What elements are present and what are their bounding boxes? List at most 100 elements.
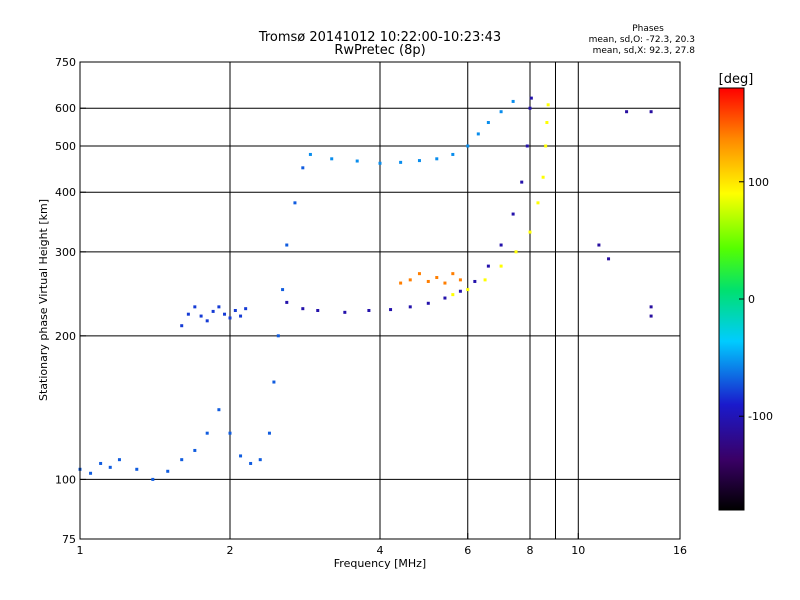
echo-point xyxy=(545,121,549,125)
x-tick-label: 8 xyxy=(527,544,534,557)
echo-point xyxy=(217,305,221,309)
echo-point xyxy=(417,272,421,276)
echo-point xyxy=(520,180,524,184)
x-tick-label: 4 xyxy=(377,544,384,557)
echo-point xyxy=(476,132,480,136)
echo-point xyxy=(541,175,545,179)
echo-point xyxy=(514,250,518,254)
echo-point xyxy=(435,157,439,161)
echo-point xyxy=(399,160,403,164)
chart-subtitle: RwPretec (8p) xyxy=(334,43,425,58)
x-tick-label: 10 xyxy=(571,544,585,557)
echo-point xyxy=(367,308,371,312)
x-axis-label: Frequency [MHz] xyxy=(334,557,426,570)
axis-ticks: 1 2 4 6 8 10 16 75 100 200 300 400 500 600 750 xyxy=(55,56,687,557)
echo-point xyxy=(355,159,359,163)
colorbar-tick-label: 100 xyxy=(748,176,769,189)
echo-point xyxy=(258,458,262,462)
y-tick-label: 200 xyxy=(55,330,76,343)
echo-point xyxy=(546,103,550,107)
echo-point xyxy=(389,308,393,312)
echo-point xyxy=(426,279,430,283)
y-tick-label: 75 xyxy=(62,533,76,546)
echo-point xyxy=(205,431,209,435)
echo-point xyxy=(223,312,227,316)
echo-point xyxy=(544,144,548,148)
echo-point xyxy=(180,458,184,462)
echo-point xyxy=(499,243,503,247)
y-axis-label: Stationary phase Virtual Height [km] xyxy=(37,199,50,401)
echo-point xyxy=(239,454,243,458)
y-tick-label: 750 xyxy=(55,56,76,69)
y-tick-label: 500 xyxy=(55,140,76,153)
colorbar-ticks: 100 0 -100 xyxy=(739,176,773,423)
echo-point xyxy=(486,121,490,125)
echo-point xyxy=(244,307,248,311)
echo-point xyxy=(649,314,653,318)
echo-point xyxy=(301,166,305,170)
echo-point xyxy=(272,380,276,384)
echo-point xyxy=(166,469,170,473)
echo-point xyxy=(483,278,487,282)
colorbar-tick-label: -100 xyxy=(748,410,773,423)
phases-x-stats: mean, sd,X: 92.3, 27.8 xyxy=(593,46,696,56)
echo-point xyxy=(528,106,532,110)
echo-point xyxy=(597,243,601,247)
echo-point xyxy=(451,152,455,156)
echo-point xyxy=(293,201,297,205)
echo-point xyxy=(426,301,430,305)
x-tick-label: 1 xyxy=(77,544,84,557)
data-points xyxy=(78,96,653,481)
echo-point xyxy=(408,278,412,282)
echo-point xyxy=(193,448,197,452)
echo-point xyxy=(649,110,653,114)
echo-point xyxy=(529,96,533,100)
echo-point xyxy=(180,324,184,328)
echo-point xyxy=(281,288,285,292)
echo-point xyxy=(276,334,280,338)
echo-point xyxy=(458,278,462,282)
echo-point xyxy=(205,319,209,323)
y-tick-label: 100 xyxy=(55,473,76,486)
phases-o-stats: mean, sd,O: -72.3, 20.3 xyxy=(589,35,695,45)
echo-point xyxy=(228,316,232,320)
echo-point xyxy=(267,431,271,435)
echo-point xyxy=(443,281,447,285)
echo-point xyxy=(199,314,203,318)
echo-point xyxy=(499,264,503,268)
echo-point xyxy=(528,230,532,234)
echo-point xyxy=(89,471,93,475)
x-tick-label: 6 xyxy=(464,544,471,557)
echo-point xyxy=(343,310,347,314)
echo-point xyxy=(108,465,112,469)
y-tick-label: 600 xyxy=(55,102,76,115)
echo-point xyxy=(211,309,215,313)
echo-point xyxy=(486,264,490,268)
echo-point xyxy=(399,281,403,285)
echo-point xyxy=(301,307,305,311)
echo-point xyxy=(239,314,243,318)
echo-point xyxy=(217,408,221,412)
echo-point xyxy=(285,300,289,304)
echo-point xyxy=(511,212,515,216)
echo-point xyxy=(443,296,447,300)
chart-title: Tromsø 20141012 10:22:00-10:23:43 xyxy=(258,30,501,45)
echo-point xyxy=(99,461,103,465)
echo-point xyxy=(135,467,139,471)
echo-point xyxy=(451,272,455,276)
echo-point xyxy=(316,308,320,312)
x-tick-label: 2 xyxy=(227,544,234,557)
echo-point xyxy=(607,257,611,261)
echo-point xyxy=(536,201,540,205)
echo-point xyxy=(378,161,382,165)
grid-lines xyxy=(80,62,680,539)
echo-point xyxy=(499,110,503,114)
echo-point xyxy=(117,458,121,462)
y-tick-label: 300 xyxy=(55,246,76,259)
echo-point xyxy=(233,308,237,312)
echo-point xyxy=(649,305,653,309)
echo-point xyxy=(249,461,253,465)
echo-point xyxy=(193,305,197,309)
echo-point xyxy=(625,110,629,114)
echo-point xyxy=(151,477,155,481)
